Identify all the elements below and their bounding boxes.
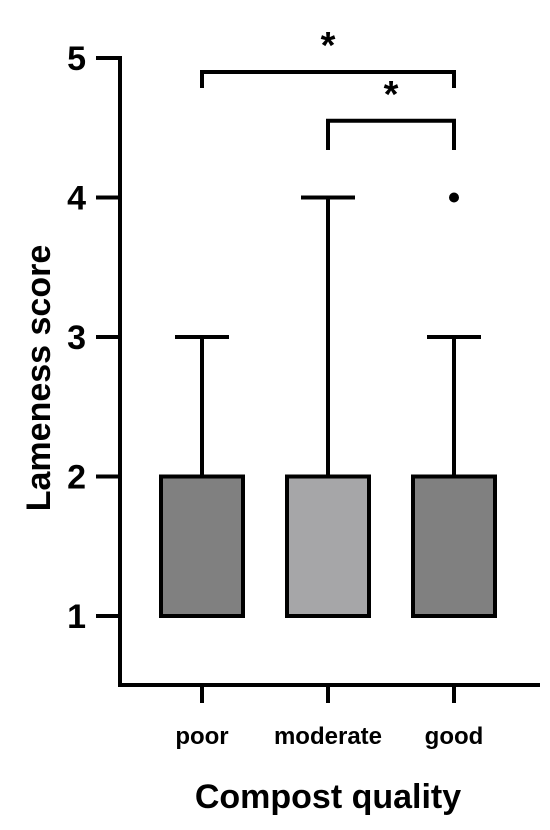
y-axis-title: Lameness score — [20, 245, 58, 512]
y-tick-label-2: 2 — [67, 459, 86, 497]
y-tick-label-1: 1 — [67, 598, 86, 636]
y-tick-label-3: 3 — [67, 319, 86, 357]
significance-label-moderate-good: * — [384, 74, 399, 116]
box-poor — [159, 335, 245, 618]
bracket-line-moderate-good — [326, 118, 456, 150]
outlier-good-0 — [449, 192, 459, 203]
x-axis: poor moderate good — [118, 683, 540, 750]
y-tick-label-4: 4 — [67, 180, 86, 218]
bracket-poor-good: * — [200, 25, 456, 88]
bracket-line-poor-good — [200, 69, 456, 88]
box-rect-moderate — [285, 474, 371, 618]
x-tick-label-poor: poor — [175, 723, 228, 750]
significance-label-poor-good: * — [321, 25, 336, 67]
y-axis: 1 2 3 4 5 — [67, 40, 122, 685]
x-tick-label-good: good — [425, 723, 484, 750]
x-axis-title: Compost quality — [195, 778, 461, 816]
box-rect-poor — [159, 474, 245, 618]
significance-brackets: ** — [200, 25, 456, 150]
box-rect-good — [411, 474, 497, 618]
bracket-moderate-good: * — [326, 74, 456, 150]
box-good — [411, 192, 497, 618]
y-tick-label-5: 5 — [67, 40, 86, 78]
boxes — [159, 192, 497, 618]
x-tick-label-moderate: moderate — [274, 723, 382, 750]
box-moderate — [285, 195, 371, 618]
